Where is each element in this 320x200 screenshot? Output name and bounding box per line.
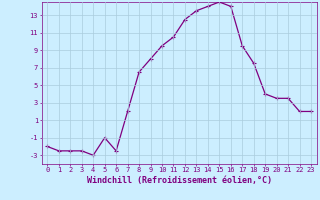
X-axis label: Windchill (Refroidissement éolien,°C): Windchill (Refroidissement éolien,°C) — [87, 176, 272, 185]
